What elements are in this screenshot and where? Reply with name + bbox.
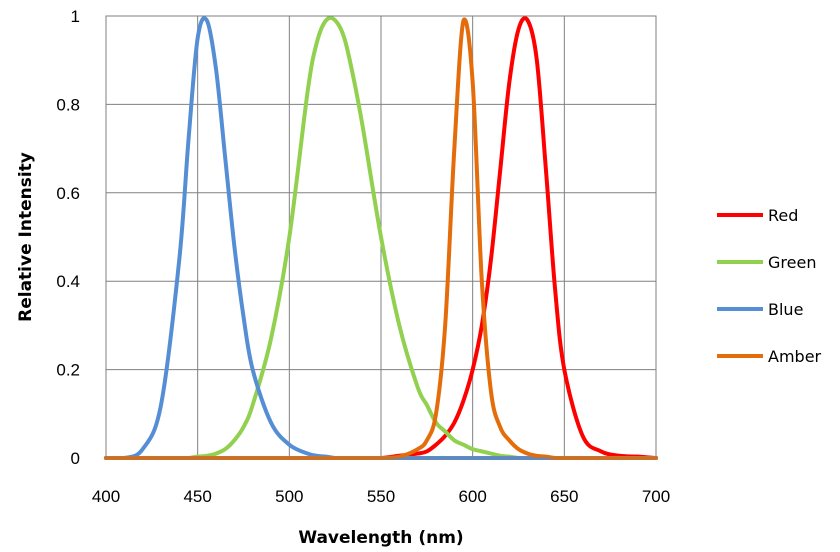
x-tick-label: 500	[275, 487, 303, 506]
x-tick-label: 700	[642, 487, 670, 506]
legend-label-amber: Amber	[768, 347, 822, 366]
legend-label-green: Green	[768, 253, 816, 272]
plot-area-border	[105, 15, 657, 459]
x-tick-label: 450	[183, 487, 211, 506]
legend-label-blue: Blue	[768, 300, 803, 319]
x-axis-title: Wavelength (nm)	[298, 528, 463, 548]
y-tick-label: 0.6	[56, 184, 80, 203]
x-tick-labels: 400 450 500 550 600 650 700	[92, 487, 670, 506]
y-axis-title: Relative Intensity	[16, 152, 36, 322]
y-tick-label: 0	[71, 449, 80, 468]
x-tick-label: 550	[367, 487, 395, 506]
x-tick-label: 400	[92, 487, 120, 506]
x-tick-label: 600	[458, 487, 486, 506]
y-tick-label: 0.8	[56, 95, 80, 114]
x-tick-label: 650	[550, 487, 578, 506]
y-tick-label: 1	[71, 7, 80, 26]
y-tick-label: 0.4	[56, 272, 80, 291]
y-tick-labels: 0 0.2 0.4 0.6 0.8 1	[56, 7, 80, 468]
y-tick-label: 0.2	[56, 361, 80, 380]
legend-label-red: Red	[768, 206, 798, 225]
legend: Red Green Blue Amber	[717, 206, 822, 366]
